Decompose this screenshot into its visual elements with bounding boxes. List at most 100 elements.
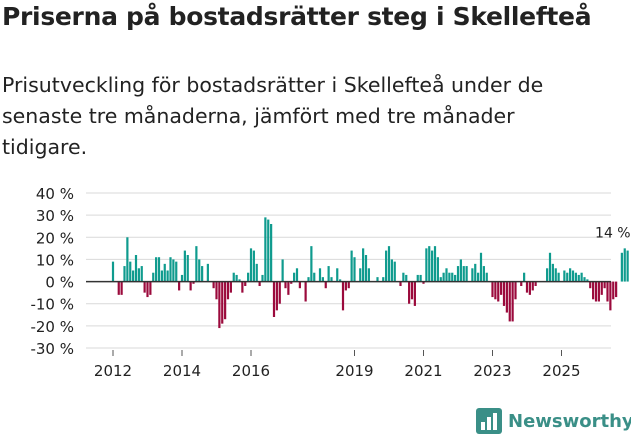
x-tick-label: 2025 xyxy=(542,362,580,380)
brand-name: Newsworthy xyxy=(508,410,631,432)
bar xyxy=(566,272,569,282)
x-tick-label: 2023 xyxy=(473,362,511,380)
bar xyxy=(344,281,347,291)
newsworthy-logo: Newsworthy xyxy=(476,408,631,434)
y-axis: 40 % 30 % 20 % 10 % 0 % -10 % -20 % -30 % xyxy=(30,185,74,358)
x-tick-label: 2016 xyxy=(232,362,270,380)
bar xyxy=(376,277,379,282)
y-tick-label: 0 % xyxy=(45,274,74,292)
chart-title: Priserna på bostadsrätter steg i Skellef… xyxy=(2,2,592,31)
bar xyxy=(459,259,462,282)
bar xyxy=(324,281,327,289)
bar xyxy=(428,246,431,282)
bar xyxy=(218,281,221,329)
bar xyxy=(612,281,615,300)
bar xyxy=(163,263,166,282)
bar xyxy=(362,248,365,282)
bar xyxy=(310,246,313,282)
bar xyxy=(525,281,529,293)
bar xyxy=(192,281,195,284)
bar xyxy=(129,261,132,282)
bar xyxy=(508,281,511,322)
bar xyxy=(347,281,350,289)
bar xyxy=(327,266,330,282)
bar xyxy=(623,248,626,282)
bar xyxy=(419,274,422,282)
bar xyxy=(523,272,526,282)
bar xyxy=(448,272,451,282)
chart-subtitle: Prisutveckling för bostadsrätter i Skell… xyxy=(2,73,544,159)
bar xyxy=(497,281,500,302)
grid-layer xyxy=(86,192,611,349)
bar xyxy=(235,274,238,282)
bar xyxy=(479,252,483,282)
bar xyxy=(586,279,589,282)
bar xyxy=(229,281,232,293)
bar xyxy=(477,272,480,282)
bar xyxy=(206,263,209,282)
bar xyxy=(134,255,138,282)
x-tick-label: 2021 xyxy=(404,362,442,380)
bar xyxy=(405,274,408,282)
bar xyxy=(353,257,356,282)
bar xyxy=(445,268,448,282)
bar xyxy=(387,246,391,282)
bar xyxy=(474,263,477,282)
bar xyxy=(603,281,606,289)
bar xyxy=(341,281,345,311)
bar xyxy=(255,263,258,282)
bar xyxy=(408,281,411,304)
bar xyxy=(500,281,503,295)
bar xyxy=(615,281,618,298)
bar xyxy=(224,281,227,320)
bar xyxy=(195,246,198,282)
bar xyxy=(554,268,557,282)
bar xyxy=(198,259,201,282)
bar xyxy=(442,272,445,282)
bar xyxy=(267,219,270,282)
bar xyxy=(212,281,215,289)
y-tick-label: 40 % xyxy=(36,185,74,203)
bar xyxy=(178,281,181,291)
bar xyxy=(436,257,439,282)
bar xyxy=(281,259,284,282)
y-tick-label: -30 % xyxy=(30,340,74,358)
bar xyxy=(232,272,235,282)
bar xyxy=(126,237,129,282)
bar xyxy=(594,281,598,302)
bar xyxy=(244,281,247,286)
bar xyxy=(433,246,437,282)
bar xyxy=(272,281,276,317)
y-tick-label: 30 % xyxy=(36,207,74,225)
bar xyxy=(534,281,537,286)
chart-logo-icon xyxy=(476,408,502,434)
bar xyxy=(600,281,603,295)
bar xyxy=(580,272,583,282)
bar xyxy=(626,250,629,282)
bar xyxy=(287,281,290,295)
bar-layer xyxy=(111,217,629,329)
bar xyxy=(528,281,531,295)
bar xyxy=(385,250,388,282)
bar xyxy=(422,281,425,284)
bar xyxy=(514,281,517,300)
bar xyxy=(410,281,414,300)
bar xyxy=(520,281,523,286)
bar xyxy=(569,268,572,282)
bar xyxy=(531,281,534,291)
bar xyxy=(157,257,161,282)
bar xyxy=(143,281,146,293)
bar xyxy=(494,281,497,300)
bar xyxy=(546,268,549,282)
bar xyxy=(172,259,175,282)
bar xyxy=(390,259,393,282)
bar xyxy=(382,277,385,282)
bar xyxy=(123,266,126,282)
bar xyxy=(505,281,508,313)
bar xyxy=(339,279,342,282)
bar xyxy=(511,281,514,322)
bar xyxy=(117,281,120,295)
bar xyxy=(425,248,428,282)
bar xyxy=(140,266,143,282)
bar xyxy=(247,272,250,282)
